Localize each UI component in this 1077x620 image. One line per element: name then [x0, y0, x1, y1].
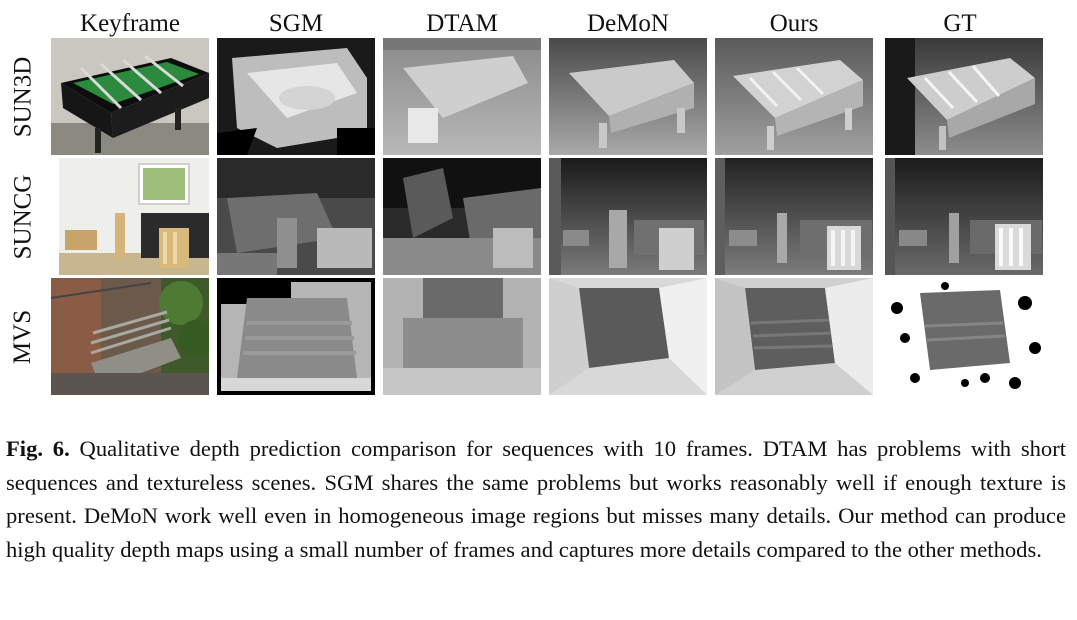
- row-label-sun3d: SUN3D: [9, 56, 37, 137]
- column-header-ours: Ours: [769, 10, 819, 37]
- depth-suncg-sgm: [217, 158, 375, 275]
- image-sun3d-keyframe: [51, 38, 209, 155]
- depth-mvs-ours: [715, 278, 873, 395]
- column-header-gt: GT: [943, 10, 977, 37]
- depth-sun3d-gt: [885, 38, 1043, 155]
- depth-suncg-gt: [885, 158, 1043, 275]
- depth-mvs-gt: [885, 278, 1043, 395]
- depth-sun3d-sgm: [217, 38, 375, 155]
- depth-suncg-demon: [549, 158, 707, 275]
- figure-caption: Fig. 6. Qualitative depth prediction com…: [6, 432, 1066, 566]
- row-label-suncg: SUNCG: [9, 174, 36, 259]
- image-mvs-keyframe: [51, 278, 209, 395]
- figure-label: Fig. 6.: [6, 436, 70, 461]
- depth-suncg-dtam: [383, 158, 541, 275]
- depth-mvs-dtam: [383, 278, 541, 395]
- depth-mvs-demon: [549, 278, 707, 395]
- image-suncg-keyframe: [51, 158, 209, 275]
- depth-suncg-ours: [715, 158, 873, 275]
- column-header-keyframe: Keyframe: [80, 10, 180, 37]
- row-label-mvs: MVS: [9, 309, 36, 364]
- column-header-dtam: DTAM: [426, 10, 498, 37]
- column-header-sgm: SGM: [268, 10, 324, 37]
- depth-sun3d-ours: [715, 38, 873, 155]
- column-header-demon: DeMoN: [587, 10, 669, 37]
- depth-mvs-sgm: [217, 278, 375, 395]
- depth-sun3d-dtam: [383, 38, 541, 155]
- caption-text: Qualitative depth prediction comparison …: [6, 436, 1067, 562]
- depth-sun3d-demon: [549, 38, 707, 155]
